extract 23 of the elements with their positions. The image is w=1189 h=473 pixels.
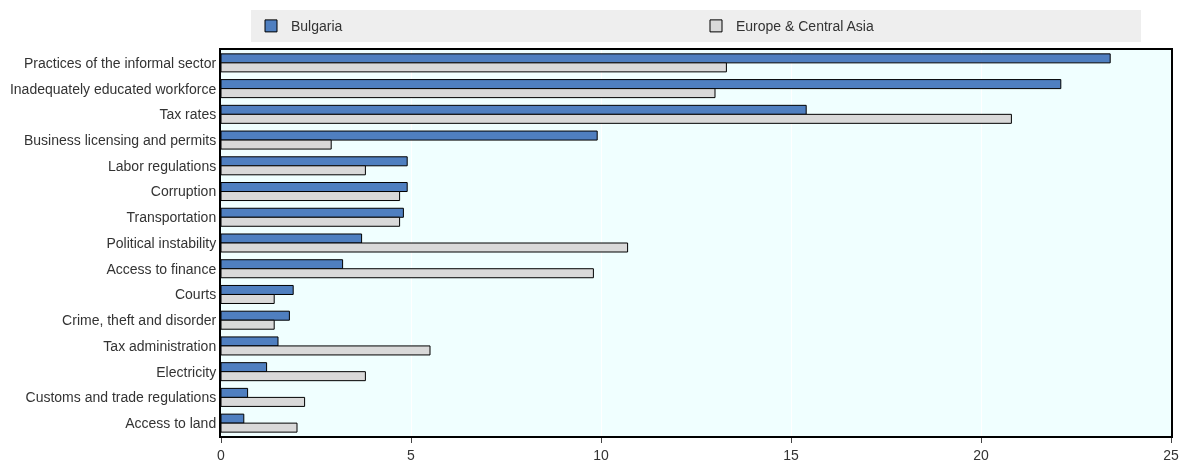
y-tick-label: Business licensing and permits [23, 131, 217, 148]
y-tick-label: Customs and trade regulations [25, 389, 217, 406]
y-tick-label: Inadequately educated workforce [9, 80, 217, 97]
y-tick-label: Practices of the informal sector [24, 54, 217, 71]
y-tick-label: Tax rates [159, 106, 217, 123]
y-tick-label: Electricity [156, 363, 217, 380]
x-tick-label: 25 [1163, 446, 1179, 463]
x-tick-label: 15 [783, 446, 799, 463]
y-tick-label: Political instability [106, 234, 217, 251]
x-tick-label: 5 [407, 446, 416, 463]
y-tick-label: Courts [174, 286, 217, 303]
y-tick-label: Corruption [150, 183, 217, 200]
legend-label: Bulgaria [291, 18, 343, 35]
y-tick-label: Access to finance [106, 260, 217, 277]
y-tick-label: Transportation [126, 209, 217, 226]
y-tick-label: Labor regulations [108, 157, 217, 174]
y-tick-label: Tax administration [103, 337, 217, 354]
legend-label: Europe & Central Asia [736, 18, 874, 35]
x-tick-label: 10 [593, 446, 609, 463]
y-tick-label: Access to land [125, 415, 217, 432]
x-tick-label: 0 [217, 446, 226, 463]
y-tick-label: Crime, theft and disorder [62, 312, 217, 329]
x-tick-label: 20 [973, 446, 989, 463]
